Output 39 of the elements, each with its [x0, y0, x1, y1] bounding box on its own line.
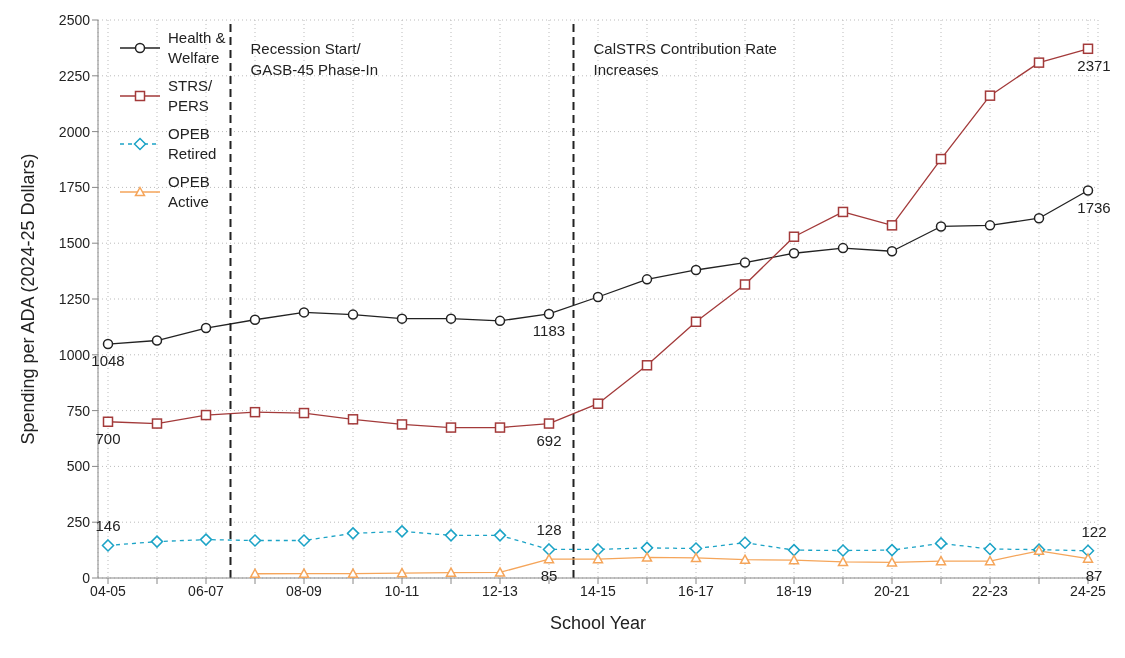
data-label: 1183	[531, 320, 567, 341]
data-label: 146	[95, 517, 121, 535]
data-label: 2371	[1076, 55, 1112, 76]
x-tick-label: 12-13	[482, 582, 519, 599]
x-tick-label: 22-23	[972, 582, 1009, 599]
y-tick-label: 2500	[58, 11, 91, 28]
x-tick-label: 20-21	[874, 582, 911, 599]
x-tick-label: 16-17	[678, 582, 715, 599]
annotation: CalSTRS Contribution Rate Increases	[593, 39, 778, 80]
x-tick-label: 06-07	[188, 582, 225, 599]
data-label: 85	[539, 566, 559, 586]
data-label: 122	[1080, 521, 1108, 542]
legend-label: OPEB Retired	[168, 124, 218, 164]
y-tick-label: 2000	[58, 123, 91, 140]
data-label: 128	[535, 520, 563, 541]
x-tick-label: 10-11	[384, 582, 420, 599]
y-tick-label: 2250	[58, 67, 91, 84]
data-label: 692	[535, 430, 563, 451]
legend-label: STRS/ PERS	[168, 76, 214, 116]
y-tick-label: 250	[66, 514, 91, 531]
x-tick-label: 08-09	[286, 582, 323, 599]
data-label: 1048	[91, 352, 125, 370]
y-tick-label: 1000	[58, 346, 91, 363]
x-tick-label: 04-05	[90, 582, 127, 599]
legend-label: OPEB Active	[168, 172, 211, 212]
y-tick-label: 1750	[58, 179, 91, 196]
legend-label: Health & Welfare	[168, 28, 227, 68]
annotation: Recession Start/ GASB-45 Phase-In	[250, 39, 380, 80]
y-axis-title: Spending per ADA (2024-25 Dollars)	[18, 153, 39, 445]
y-tick-label: 750	[66, 402, 91, 419]
y-tick-label: 0	[82, 569, 91, 586]
x-tick-label: 14-15	[580, 582, 617, 599]
x-axis-title: School Year	[549, 612, 647, 633]
x-tick-label: 18-19	[776, 582, 813, 599]
y-tick-label: 500	[66, 458, 91, 475]
data-label: 700	[94, 428, 122, 449]
y-tick-label: 1500	[58, 235, 91, 252]
data-label: 1736	[1076, 197, 1112, 218]
y-tick-label: 1250	[58, 290, 91, 307]
